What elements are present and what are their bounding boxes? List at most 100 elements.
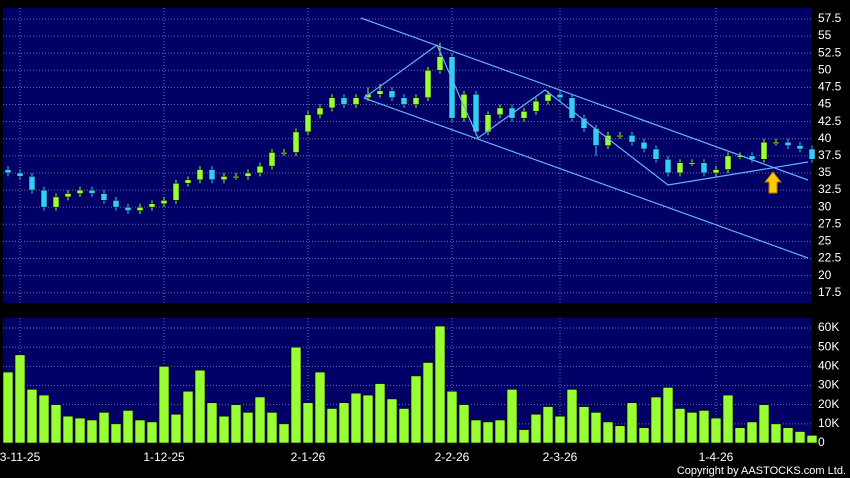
- volume-bar: [686, 412, 698, 444]
- volume-bar: [698, 410, 710, 444]
- volume-bar: [734, 427, 746, 444]
- zigzag-line: [363, 44, 809, 186]
- candle-body: [52, 196, 60, 208]
- candle-body: [4, 169, 12, 174]
- volume-bar: [290, 346, 302, 444]
- grid: [3, 8, 812, 444]
- volume-bar: [38, 394, 50, 444]
- volume-bar: [470, 419, 482, 444]
- candle-body: [184, 179, 192, 184]
- volume-bar: [62, 415, 74, 444]
- volume-bar: [170, 413, 182, 444]
- volume-bar: [650, 396, 662, 444]
- candle-body: [220, 176, 228, 181]
- y-tick-label: 55: [818, 28, 832, 42]
- trend-line: [363, 97, 809, 259]
- volume-bar: [590, 412, 602, 444]
- volume-bar: [314, 371, 326, 444]
- volume-bar: [722, 394, 734, 444]
- y-tick-label: 52.5: [818, 45, 842, 59]
- candle-body: [196, 169, 204, 181]
- volume-bar: [494, 419, 506, 444]
- candle-body: [484, 114, 492, 133]
- candle-body: [496, 107, 504, 116]
- candle-body: [172, 182, 180, 201]
- volume-bar: [398, 408, 410, 444]
- volume-bar: [326, 408, 338, 444]
- volume-bar: [110, 423, 122, 444]
- y-tick-label: 25: [818, 234, 832, 248]
- volume-bar: [410, 375, 422, 444]
- candle-body: [256, 165, 264, 174]
- y-tick-label: 37.5: [818, 148, 842, 162]
- volume-bar: [338, 402, 350, 444]
- y-tick-label: 10K: [818, 416, 839, 430]
- volume-bar: [2, 371, 14, 444]
- volume-bar: [146, 421, 158, 444]
- x-tick-label: 2-1-26: [291, 450, 326, 464]
- candle-body: [532, 100, 540, 112]
- candle-body: [664, 159, 672, 174]
- trend-lines: [360, 17, 809, 259]
- candle-body: [124, 206, 132, 211]
- y-tick-label: 30: [818, 199, 832, 213]
- candle-body: [232, 176, 240, 179]
- y-tick-label: 60K: [818, 320, 839, 334]
- candle-body: [652, 148, 660, 160]
- volume-bar: [758, 404, 770, 444]
- candle-body: [784, 141, 792, 146]
- y-tick-label: 20: [818, 268, 832, 282]
- volume-bar: [266, 412, 278, 444]
- volume-bar: [518, 429, 530, 444]
- y-tick-label: 22.5: [818, 251, 842, 265]
- candle-body: [676, 162, 684, 174]
- candle-body: [280, 152, 288, 155]
- y-tick-label: 47.5: [818, 80, 842, 94]
- y-tick-label: 27.5: [818, 216, 842, 230]
- volume-bar: [98, 412, 110, 444]
- candle-body: [712, 169, 720, 174]
- volume-bar: [782, 427, 794, 444]
- volume-bar: [806, 435, 818, 444]
- price-panel: [3, 8, 812, 303]
- candle-body: [292, 131, 300, 153]
- candle-body: [364, 93, 372, 98]
- volume-bar: [662, 387, 674, 444]
- candle-body: [376, 90, 384, 95]
- candle-body: [136, 206, 144, 211]
- volume-bar: [374, 383, 386, 444]
- volume-bar: [638, 427, 650, 444]
- candle-body: [796, 145, 804, 150]
- copyright: Copyright by AASTOCKS.com Ltd.: [677, 465, 846, 477]
- volume-bar: [770, 423, 782, 444]
- volume-bar: [554, 415, 566, 444]
- candle-body: [760, 141, 768, 160]
- candle-body: [700, 162, 708, 174]
- x-tick-label: 2-2-26: [435, 450, 470, 464]
- volume-bar: [674, 408, 686, 444]
- candle-body: [328, 97, 336, 109]
- candle-body: [28, 176, 36, 191]
- volume-bar: [194, 369, 206, 444]
- candle-body: [724, 155, 732, 170]
- labels: 17.5 20 22.5 25 27.5 30 32.5 35 37.5 40 42.5 45 47.5…: [0, 11, 842, 464]
- volume-bar: [458, 404, 470, 444]
- y-tick-label: 50: [818, 62, 832, 76]
- candle-body: [268, 152, 276, 167]
- volume-bar: [746, 421, 758, 444]
- volume-bar: [542, 406, 554, 444]
- candle-body: [64, 193, 72, 198]
- y-tick-label: 45: [818, 97, 832, 111]
- candle-body: [628, 135, 636, 143]
- candle-body: [412, 97, 420, 105]
- volume-bar: [86, 419, 98, 444]
- volume-bar: [386, 398, 398, 444]
- candle-body: [76, 189, 84, 194]
- candle-body: [88, 189, 96, 194]
- y-tick-label: 40: [818, 131, 832, 145]
- candle-body: [568, 97, 576, 119]
- x-tick-label: 1-12-25: [143, 450, 185, 464]
- candle-body: [40, 189, 48, 208]
- volume-bar: [434, 325, 446, 444]
